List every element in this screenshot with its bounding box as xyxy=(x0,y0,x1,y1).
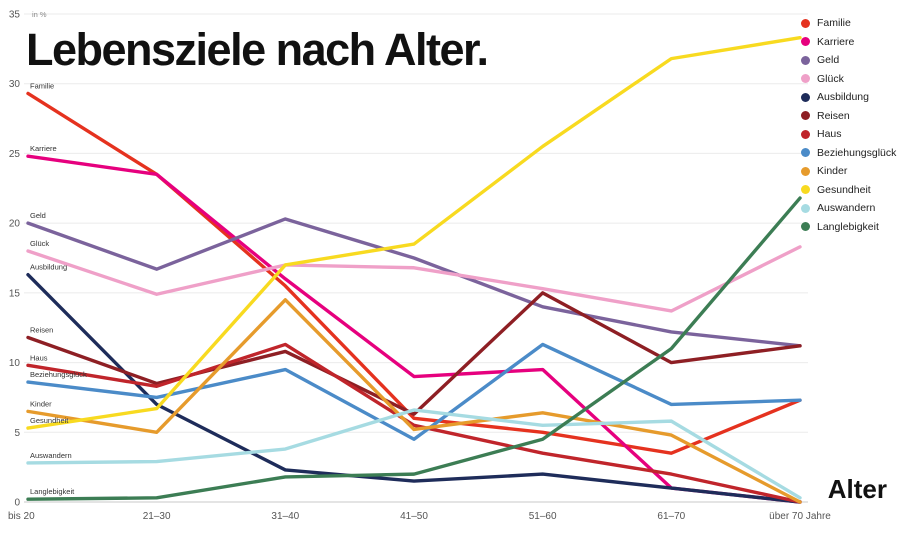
y-tick-20: 20 xyxy=(9,219,21,230)
legend-dot-icon xyxy=(801,111,810,121)
legend-dot-icon xyxy=(801,18,810,28)
legend-dot-icon xyxy=(801,74,810,84)
legend-item-auswandern: Auswandern xyxy=(801,199,901,218)
legend-item-beziehungsglück: Beziehungsglück xyxy=(801,144,901,163)
legend-label: Familie xyxy=(817,17,851,30)
legend-item-gesundheit: Gesundheit xyxy=(801,181,901,200)
legend-label: Auswandern xyxy=(817,202,876,215)
legend-label: Langlebigkeit xyxy=(817,220,879,233)
legend-item-karriere: Karriere xyxy=(801,33,901,52)
series-line-karriere xyxy=(26,154,802,504)
x-tick-1: 21–30 xyxy=(143,511,171,522)
legend-label: Reisen xyxy=(817,109,850,122)
y-tick-30: 30 xyxy=(9,79,21,90)
legend-label: Ausbildung xyxy=(817,91,869,104)
x-tick-0: bis 20 xyxy=(8,511,35,522)
x-tick-3: 41–50 xyxy=(400,511,428,522)
legend-item-glück: Glück xyxy=(801,70,901,89)
series-start-label-glück: Glück xyxy=(30,239,49,248)
series-start-label-familie: Familie xyxy=(30,81,54,90)
x-axis-title: Alter xyxy=(827,474,887,504)
y-tick-25: 25 xyxy=(9,149,21,160)
y-tick-0: 0 xyxy=(14,498,20,509)
legend-item-haus: Haus xyxy=(801,125,901,144)
legend-dot-icon xyxy=(801,92,810,102)
legend-label: Karriere xyxy=(817,35,855,48)
series-line-geld xyxy=(26,217,802,348)
legend-dot-icon xyxy=(801,37,810,47)
series-line-langlebigkeit xyxy=(26,196,802,501)
legend-label: Kinder xyxy=(817,165,848,178)
legend-item-reisen: Reisen xyxy=(801,107,901,126)
series-line-glück xyxy=(26,245,802,313)
legend-dot-icon xyxy=(801,222,810,232)
legend-dot-icon xyxy=(801,129,810,139)
legend-item-ausbildung: Ausbildung xyxy=(801,88,901,107)
series-line-kinder xyxy=(26,298,802,504)
series-start-label-ausbildung: Ausbildung xyxy=(30,263,67,272)
legend-item-langlebigkeit: Langlebigkeit xyxy=(801,218,901,237)
series-start-label-geld: Geld xyxy=(30,211,46,220)
x-tick-2: 31–40 xyxy=(271,511,299,522)
series-start-label-langlebigkeit: Langlebigkeit xyxy=(30,487,75,496)
x-tick-6: über 70 Jahre xyxy=(769,511,831,522)
legend-item-geld: Geld xyxy=(801,51,901,70)
legend-dot-icon xyxy=(801,55,810,65)
series-start-label-haus: Haus xyxy=(30,353,48,362)
series-line-gesundheit xyxy=(26,36,802,430)
series-line-familie xyxy=(26,91,802,455)
legend-dot-icon xyxy=(801,166,810,176)
series-start-label-kinder: Kinder xyxy=(30,399,52,408)
legend-label: Gesundheit xyxy=(817,183,871,196)
legend-item-kinder: Kinder xyxy=(801,162,901,181)
series-start-label-beziehungsglück: Beziehungsglück xyxy=(30,370,87,379)
y-tick-5: 5 xyxy=(14,428,20,439)
series-start-label-karriere: Karriere xyxy=(30,144,57,153)
legend-dot-icon xyxy=(801,148,810,158)
series-start-label-auswandern: Auswandern xyxy=(30,451,72,460)
chart-title: Lebensziele nach Alter. xyxy=(26,24,489,75)
legend-label: Glück xyxy=(817,72,844,85)
series-line-auswandern xyxy=(26,408,802,500)
y-axis-unit-label: in % xyxy=(32,10,47,19)
x-tick-5: 61–70 xyxy=(657,511,685,522)
series-line-reisen xyxy=(26,291,802,416)
series-line-haus xyxy=(26,342,802,504)
legend: Familie Karriere Geld Glück Ausbildung Reisen… xyxy=(801,14,901,236)
series-start-label-reisen: Reisen xyxy=(30,325,53,334)
legend-dot-icon xyxy=(801,185,810,195)
y-tick-15: 15 xyxy=(9,288,21,299)
legend-label: Haus xyxy=(817,128,842,141)
series-start-label-gesundheit: Gesundheit xyxy=(30,416,69,425)
y-tick-10: 10 xyxy=(9,358,21,369)
legend-dot-icon xyxy=(801,203,810,213)
series-line-ausbildung xyxy=(26,273,802,504)
legend-item-familie: Familie xyxy=(801,14,901,33)
legend-label: Beziehungsglück xyxy=(817,146,897,159)
series-line-beziehungsglück xyxy=(26,342,802,441)
x-tick-4: 51–60 xyxy=(529,511,557,522)
y-tick-35: 35 xyxy=(9,10,21,21)
legend-label: Geld xyxy=(817,54,840,67)
